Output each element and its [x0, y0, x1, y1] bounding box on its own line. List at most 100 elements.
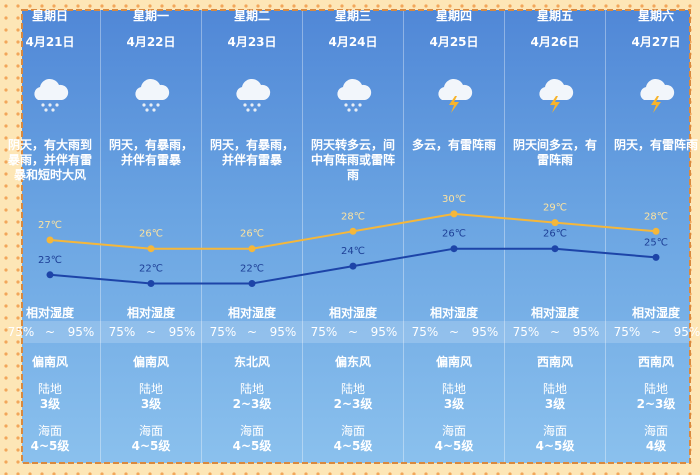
- weekday: 星期四: [435, 9, 472, 23]
- humidity-min: 75%: [310, 325, 338, 339]
- humidity-title: 相对湿度: [227, 306, 276, 320]
- humidity-sep: ~: [145, 325, 157, 339]
- weekday: 星期三: [334, 9, 371, 23]
- low-temp-point: [551, 245, 559, 253]
- weekday: 星期日: [31, 9, 68, 23]
- high-temp-label: 29℃: [543, 203, 567, 214]
- weekday: 星期一: [132, 9, 169, 23]
- land-level: 3级: [544, 397, 566, 411]
- low-temp-label: 26℃: [442, 229, 466, 240]
- date: 4月21日: [25, 35, 75, 49]
- land-level: 3级: [140, 397, 162, 411]
- humidity-title: 相对湿度: [25, 306, 74, 320]
- humidity-title: 相对湿度: [631, 306, 680, 320]
- humidity-max: 95%: [168, 325, 196, 339]
- sea-level: 4~5级: [232, 439, 272, 453]
- low-temp-point: [147, 280, 155, 287]
- high-temp-label: 28℃: [341, 211, 365, 222]
- sea-level: 4~5级: [333, 439, 373, 453]
- land-label: 陆地: [37, 382, 62, 396]
- date: 4月25日: [429, 35, 479, 49]
- humidity-max: 95%: [673, 325, 700, 339]
- land-label: 陆地: [643, 382, 668, 396]
- humidity-min: 75%: [209, 325, 237, 339]
- sea-label: 海面: [138, 424, 163, 438]
- high-temp-point: [349, 227, 357, 235]
- date: 4月22日: [126, 35, 176, 49]
- low-temp-point: [450, 245, 458, 253]
- humidity-min: 75%: [108, 325, 136, 339]
- humidity-max: 95%: [471, 325, 499, 339]
- weather-icon: [337, 78, 372, 112]
- wind-direction: 偏东风: [334, 355, 371, 369]
- humidity-max: 95%: [67, 325, 95, 339]
- weather-icon: [34, 78, 69, 112]
- weather-icon: [135, 78, 170, 112]
- low-temp-label: 25℃: [644, 237, 668, 248]
- land-level: 2~3级: [333, 397, 373, 411]
- date: 4月23日: [227, 35, 277, 49]
- low-temp-point: [248, 280, 256, 287]
- sea-label: 海面: [643, 424, 668, 438]
- sea-label: 海面: [340, 424, 365, 438]
- weather-icon: [236, 78, 271, 112]
- weather-desc: 阴天转多云，间中有阵雨或雷阵雨: [311, 138, 396, 182]
- weather-icon: [438, 78, 473, 113]
- wind-direction: 西南风: [536, 355, 573, 369]
- humidity-title: 相对湿度: [429, 306, 478, 320]
- land-level: 3级: [443, 397, 465, 411]
- wind-direction: 东北风: [233, 355, 270, 369]
- land-label: 陆地: [239, 382, 264, 396]
- humidity-band: [0, 321, 700, 343]
- high-temp-label: 27℃: [38, 220, 62, 231]
- high-temp-point: [450, 210, 458, 218]
- high-temp-point: [147, 245, 155, 253]
- humidity-min: 75%: [7, 325, 35, 339]
- wind-direction: 偏南风: [31, 355, 68, 369]
- sea-level: 4~5级: [535, 439, 575, 453]
- land-level: 2~3级: [232, 397, 272, 411]
- date: 4月26日: [530, 35, 580, 49]
- date: 4月27日: [631, 35, 681, 49]
- weather-icon: [539, 78, 574, 113]
- high-temp-point: [652, 227, 660, 235]
- sea-label: 海面: [542, 424, 567, 438]
- low-temp-point: [652, 253, 660, 261]
- sea-level: 4级: [645, 439, 667, 453]
- wind-direction: 偏南风: [132, 355, 169, 369]
- high-temp-point: [248, 245, 256, 253]
- weather-icon: [640, 78, 675, 113]
- humidity-max: 95%: [269, 325, 297, 339]
- sea-level: 4~5级: [434, 439, 474, 453]
- weather-desc: 阴天，有雷阵雨: [614, 138, 699, 152]
- weather-desc: 阴天间多云，有雷阵雨: [513, 138, 598, 167]
- high-temp-point: [551, 219, 559, 227]
- land-level: 2~3级: [636, 397, 676, 411]
- weather-desc: 阴天，有暴雨，并伴有雷暴: [109, 138, 194, 167]
- land-label: 陆地: [542, 382, 567, 396]
- land-label: 陆地: [138, 382, 163, 396]
- sea-level: 4~5级: [131, 439, 171, 453]
- weekday: 星期二: [233, 9, 270, 23]
- sea-label: 海面: [239, 424, 264, 438]
- humidity-sep: ~: [246, 325, 258, 339]
- weekday: 星期五: [536, 9, 573, 23]
- humidity-max: 95%: [370, 325, 398, 339]
- land-label: 陆地: [441, 382, 466, 396]
- high-temp-label: 26℃: [240, 229, 264, 240]
- wind-direction: 西南风: [637, 355, 674, 369]
- humidity-sep: ~: [549, 325, 561, 339]
- humidity-sep: ~: [448, 325, 460, 339]
- sea-label: 海面: [441, 424, 466, 438]
- weather-desc: 多云，有雷阵雨: [412, 138, 497, 152]
- humidity-sep: ~: [347, 325, 359, 339]
- humidity-min: 75%: [512, 325, 540, 339]
- weather-desc: 阴天，有暴雨，并伴有雷暴: [210, 138, 295, 167]
- low-temp-label: 23℃: [38, 255, 62, 266]
- humidity-min: 75%: [613, 325, 641, 339]
- land-label: 陆地: [340, 382, 365, 396]
- sea-label: 海面: [37, 424, 62, 438]
- high-temp-label: 26℃: [139, 229, 163, 240]
